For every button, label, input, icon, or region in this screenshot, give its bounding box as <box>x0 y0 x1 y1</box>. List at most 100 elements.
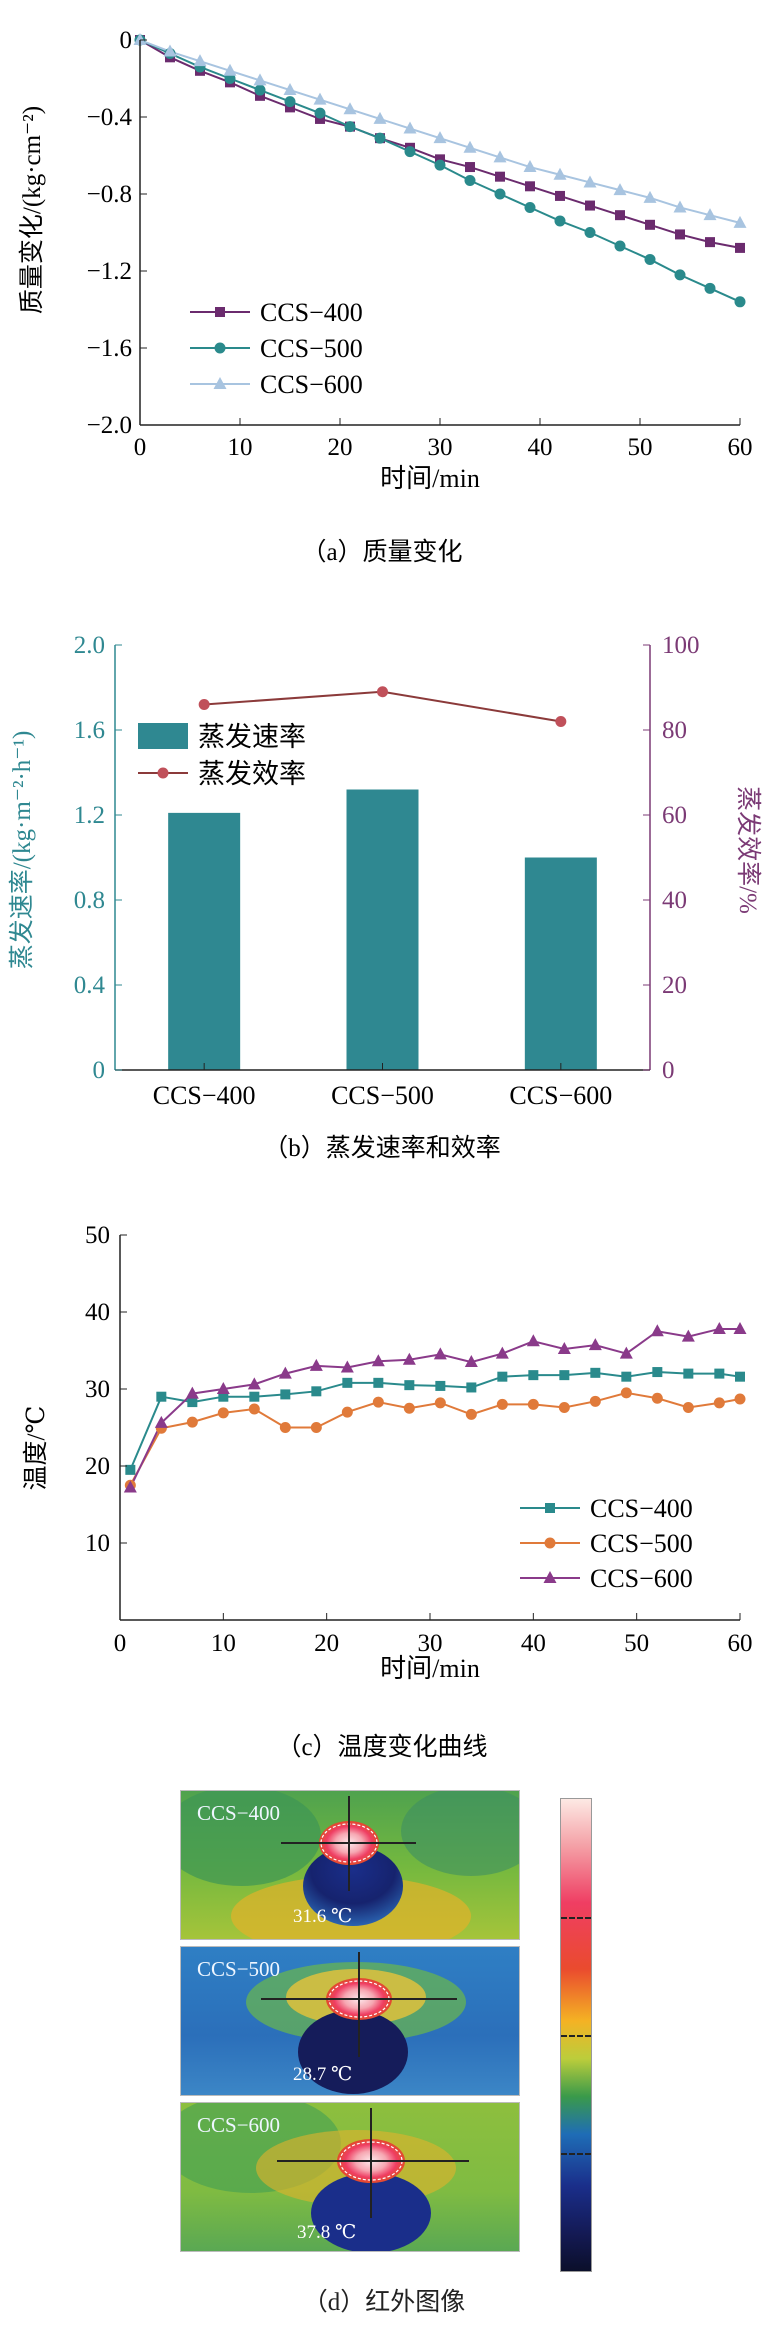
chart-a-point <box>584 227 596 238</box>
colorbar-tick <box>561 2035 591 2037</box>
chart-b-legend-label: 蒸发速率 <box>198 722 306 752</box>
chart-c-xlabel: 时间/min <box>380 1654 480 1683</box>
chart-b-y-tick-label-right: 0 <box>662 1057 675 1084</box>
chart-c-point <box>621 1371 632 1382</box>
chart-a-point <box>553 167 567 180</box>
chart-a-point <box>674 269 686 281</box>
chart-c-y-tick-label: 50 <box>85 1222 110 1249</box>
chart-c-point <box>403 1402 415 1414</box>
chart-a-legend-label: CCS−500 <box>260 334 363 363</box>
chart-c-point <box>186 1416 198 1428</box>
chart-a-point <box>644 253 656 265</box>
chart-a-y-tick-label: −1.2 <box>87 258 132 285</box>
chart-a-point <box>673 200 687 213</box>
chart-b-ylabel-right: 蒸发效率/% <box>734 786 762 914</box>
chart-a-point <box>614 240 626 252</box>
chart-b-y-tick-label-left: 2.0 <box>74 632 105 659</box>
chart-c-point <box>309 1358 323 1371</box>
chart-c-x-tick-label: 10 <box>211 1630 236 1657</box>
chart-a-x-tick-label: 40 <box>528 434 553 461</box>
chart-c-point <box>651 1392 663 1404</box>
chart-c-point <box>557 1341 571 1354</box>
chart-b-legend-bar <box>138 723 188 749</box>
chart-a-point <box>284 96 296 108</box>
chart-c-y-tick-label: 20 <box>85 1453 110 1480</box>
chart-a-point <box>555 190 565 201</box>
thermal-temp-ccs-400: 31.6 ℃ <box>293 1906 353 1927</box>
chart-a-point <box>493 150 507 163</box>
thermal-label-ccs-400: CCS−400 <box>197 1801 281 1825</box>
chart-a-x-tick-label: 60 <box>728 434 753 461</box>
chart-c-point <box>495 1346 509 1359</box>
chart-c-legend-label: CCS−400 <box>590 1494 693 1523</box>
chart-c-point <box>682 1401 694 1413</box>
chart-c-point <box>185 1386 199 1399</box>
chart-c-point <box>527 1398 539 1410</box>
chart-c-point <box>652 1367 663 1378</box>
chart-c-point <box>341 1406 353 1418</box>
chart-b-y-tick-label-left: 0.4 <box>74 972 106 999</box>
chart-b-efficiency-point <box>555 716 567 727</box>
chart-a-point <box>464 175 476 187</box>
chart-c-point <box>247 1377 261 1390</box>
chart-c-x-tick-label: 0 <box>114 1630 127 1657</box>
chart-c-legend-marker <box>544 1537 556 1549</box>
chart-c-point <box>734 1393 746 1405</box>
chart-c-point <box>589 1395 601 1407</box>
chart-a-point <box>615 210 625 221</box>
chart-a-point <box>465 162 475 173</box>
chart-a-point <box>645 219 655 230</box>
chart-c-point <box>311 1386 322 1397</box>
chart-b-y-tick-label-left: 1.6 <box>74 717 105 744</box>
chart-c-point <box>187 1397 198 1408</box>
chart-c-point <box>528 1370 539 1381</box>
chart-a-point <box>705 237 715 248</box>
chart-a-y-tick-label: −1.6 <box>87 335 132 362</box>
chart-a-point <box>254 84 266 96</box>
chart-a-y-tick-label: −0.4 <box>87 104 133 131</box>
chart-c-legend-marker <box>543 1571 557 1583</box>
thermal-temp-ccs-600: 37.8 ℃ <box>297 2222 357 2243</box>
chart-a-point <box>434 159 446 171</box>
chart-c-x-tick-label: 40 <box>521 1630 546 1657</box>
chart-c-point <box>371 1354 385 1367</box>
chart-c-y-tick-label: 10 <box>85 1530 110 1557</box>
chart-a-mass-change: 0−0.4−0.8−1.2−1.6−2.00 10 20 30 40 50 60 CCS−4… <box>18 27 753 566</box>
chart-a-point <box>315 113 325 124</box>
chart-a-x-tick-label: 20 <box>328 434 353 461</box>
chart-c-legend-marker <box>545 1503 555 1513</box>
chart-c-point <box>278 1366 292 1379</box>
chart-a-point <box>523 160 537 173</box>
chart-b-bar <box>346 789 419 1070</box>
chart-a-y-tick-label: 0 <box>120 27 133 54</box>
chart-a-point <box>313 92 327 105</box>
chart-a-point <box>253 73 267 86</box>
chart-c-point <box>735 1371 745 1382</box>
chart-a-point <box>524 201 536 213</box>
chart-c-legend-label: CCS−600 <box>590 1564 693 1593</box>
chart-c-y-tick-label: 30 <box>85 1376 110 1403</box>
chart-c-point <box>404 1380 415 1391</box>
chart-a-legend-marker <box>215 307 225 317</box>
chart-a-point <box>643 190 657 203</box>
chart-b-y-tick-label-right: 60 <box>662 802 687 829</box>
chart-a-point <box>373 111 387 124</box>
chart-b-y-tick-label-right: 40 <box>662 887 687 914</box>
chart-a-point <box>675 229 685 240</box>
chart-c-point <box>248 1403 260 1415</box>
chart-c-ylabel: 温度/℃ <box>22 1406 50 1491</box>
chart-c-point <box>279 1422 291 1433</box>
chart-b-legend-label: 蒸发效率 <box>198 759 306 789</box>
chart-a-caption: （a）质量变化 <box>301 538 462 566</box>
thermal-image-ccs-400 <box>181 1791 519 1939</box>
chart-c-caption: （c）温度变化曲线 <box>276 1733 487 1761</box>
chart-c-point <box>713 1397 725 1409</box>
chart-c-point <box>714 1368 725 1379</box>
chart-c-y-tick-label: 40 <box>85 1299 110 1326</box>
chart-c-series-line <box>129 1391 741 1486</box>
thermal-image-ccs-500 <box>181 1947 519 2095</box>
chart-a-point <box>733 215 747 228</box>
chart-c-x-tick-label: 30 <box>418 1630 443 1657</box>
chart-c-point <box>466 1382 477 1393</box>
chart-b-y-tick-label-left: 0 <box>93 1057 106 1084</box>
